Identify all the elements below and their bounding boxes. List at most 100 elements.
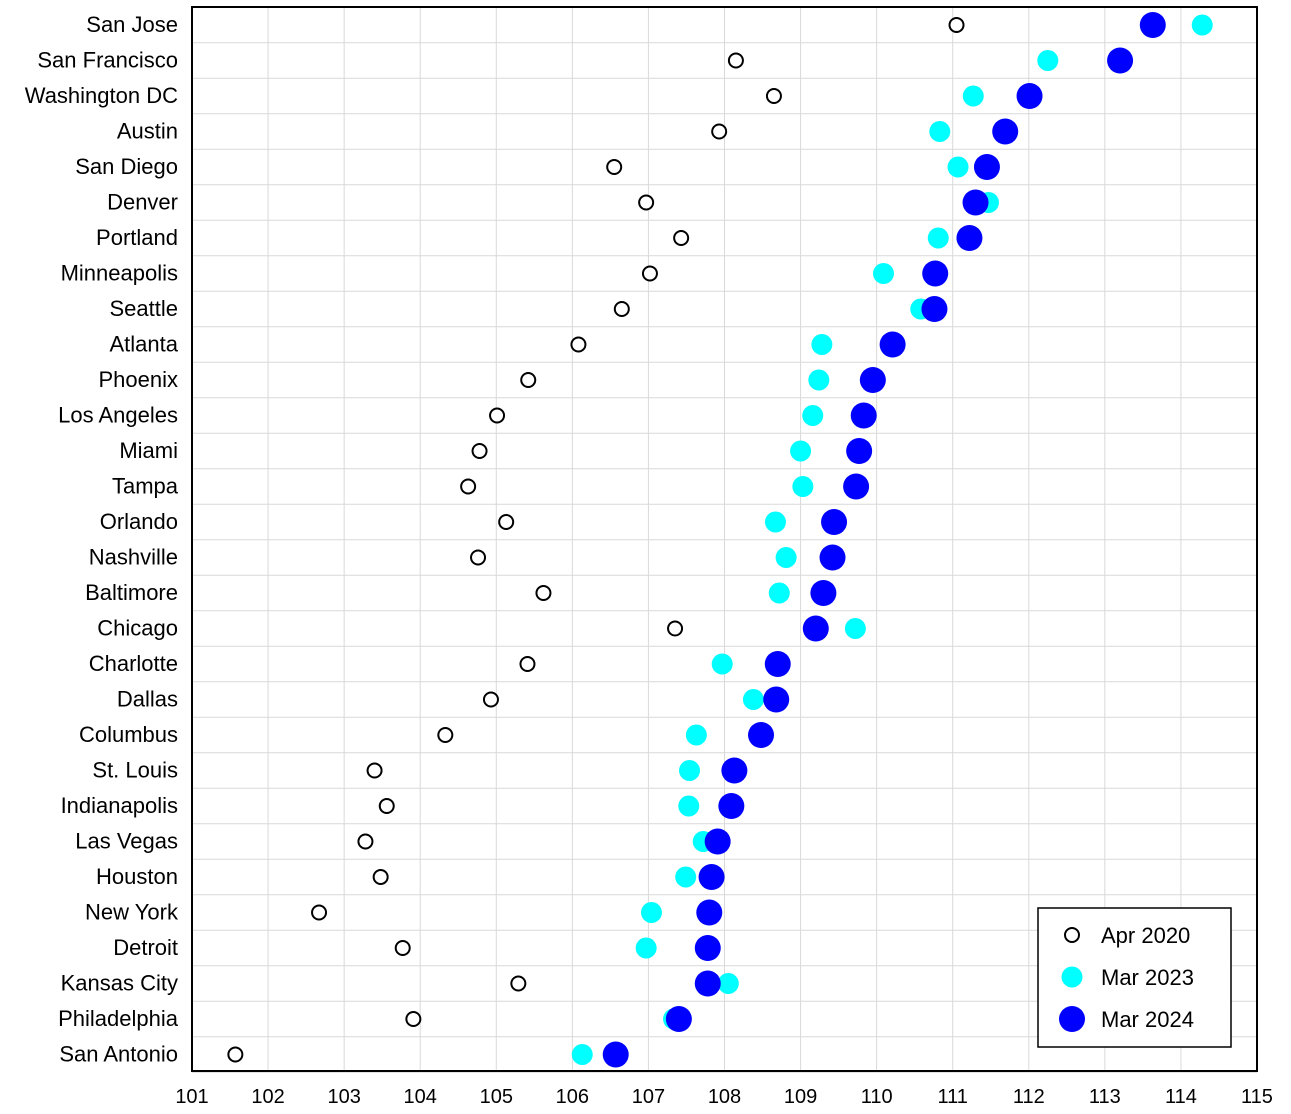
data-point-apr-2020 — [471, 443, 488, 459]
category-label: Philadelphia — [58, 1006, 179, 1031]
data-point-mar-2023 — [679, 760, 701, 781]
data-point-mar-2024 — [859, 367, 886, 393]
data-point-mar-2024 — [921, 296, 948, 322]
category-label: Indianapolis — [61, 793, 178, 818]
category-label: Columbus — [79, 722, 178, 747]
category-label: San Diego — [75, 154, 178, 179]
data-point-mar-2024 — [748, 722, 775, 748]
category-label: Tampa — [112, 474, 179, 499]
data-point-apr-2020 — [394, 940, 411, 956]
category-label: Denver — [107, 190, 178, 215]
x-tick-label: 101 — [175, 1086, 208, 1108]
data-point-apr-2020 — [638, 194, 655, 211]
x-tick-label: 112 — [1013, 1086, 1045, 1108]
data-point-mar-2024 — [704, 828, 731, 855]
data-point-mar-2023 — [927, 227, 949, 249]
category-label: Orlando — [100, 509, 178, 534]
legend-marker — [1061, 966, 1083, 988]
category-label: Nashville — [89, 545, 178, 570]
data-point-mar-2024 — [602, 1041, 629, 1068]
data-point-mar-2024 — [1107, 47, 1134, 74]
x-tick-label: 106 — [556, 1086, 589, 1108]
data-point-apr-2020 — [519, 656, 536, 672]
data-point-apr-2020 — [510, 975, 527, 992]
legend-marker — [1064, 927, 1080, 943]
data-points — [227, 12, 1213, 1068]
category-label: Phoenix — [98, 367, 178, 392]
category-label: Portland — [96, 225, 178, 250]
data-point-mar-2024 — [843, 473, 870, 500]
data-point-mar-2023 — [675, 866, 697, 888]
data-point-mar-2024 — [718, 793, 745, 819]
data-point-mar-2023 — [811, 334, 833, 355]
category-label: Los Angeles — [58, 403, 178, 428]
data-point-mar-2023 — [929, 121, 951, 142]
data-point-mar-2024 — [665, 1006, 692, 1032]
x-tick-label: 107 — [632, 1086, 665, 1108]
data-point-apr-2020 — [489, 407, 506, 424]
data-point-mar-2024 — [763, 686, 790, 713]
data-point-mar-2023 — [947, 156, 969, 178]
x-tick-label: 105 — [480, 1086, 513, 1108]
data-point-apr-2020 — [667, 620, 684, 637]
data-point-mar-2023 — [742, 689, 764, 710]
legend-marker — [1059, 1006, 1085, 1032]
legend-label: Apr 2020 — [1101, 923, 1190, 948]
data-point-apr-2020 — [570, 336, 587, 353]
data-point-mar-2023 — [844, 618, 866, 639]
category-label: Kansas City — [61, 971, 178, 996]
x-tick-label: 104 — [404, 1086, 437, 1108]
data-point-apr-2020 — [520, 372, 537, 388]
data-point-apr-2020 — [372, 869, 389, 885]
data-point-apr-2020 — [641, 265, 658, 282]
category-label: San Antonio — [59, 1042, 178, 1067]
data-point-mar-2024 — [962, 189, 989, 216]
data-point-mar-2024 — [850, 402, 877, 429]
data-point-mar-2023 — [635, 937, 657, 959]
data-point-apr-2020 — [470, 549, 487, 566]
data-point-mar-2023 — [685, 724, 707, 746]
data-point-apr-2020 — [357, 833, 374, 850]
data-point-apr-2020 — [498, 514, 515, 530]
category-label: St. Louis — [92, 758, 178, 783]
data-point-mar-2024 — [696, 899, 723, 926]
data-point-apr-2020 — [482, 691, 499, 708]
data-point-mar-2023 — [962, 85, 984, 107]
data-point-mar-2024 — [810, 580, 837, 606]
data-point-apr-2020 — [437, 727, 454, 743]
category-label: Minneapolis — [61, 261, 178, 286]
data-point-mar-2024 — [819, 544, 846, 571]
data-point-mar-2024 — [694, 970, 721, 997]
data-point-mar-2023 — [640, 902, 662, 923]
data-point-mar-2023 — [764, 511, 786, 533]
x-tick-label: 103 — [327, 1086, 360, 1108]
data-point-mar-2023 — [872, 263, 894, 284]
legend: Apr 2020 Mar 2023 Mar 2024 — [1037, 907, 1232, 1048]
category-label: Washington DC — [25, 83, 178, 108]
data-point-apr-2020 — [948, 17, 965, 33]
x-tick-label: 113 — [1089, 1086, 1121, 1108]
x-tick-label: 115 — [1241, 1086, 1273, 1108]
data-point-apr-2020 — [405, 1011, 422, 1027]
data-point-mar-2024 — [1139, 12, 1166, 38]
data-point-mar-2024 — [992, 118, 1019, 145]
data-point-mar-2023 — [790, 440, 812, 462]
data-point-mar-2024 — [821, 509, 848, 535]
category-labels: San Jose San Francisco Washington DC Austin… — [25, 12, 179, 1067]
category-label: San Jose — [86, 12, 178, 37]
data-point-mar-2023 — [1037, 50, 1059, 71]
category-label: Seattle — [110, 296, 179, 321]
grid-lines — [191, 6, 1258, 1073]
data-point-mar-2024 — [721, 757, 748, 784]
data-point-apr-2020 — [765, 88, 782, 104]
data-point-mar-2023 — [711, 653, 733, 675]
category-label: Baltimore — [85, 580, 178, 605]
data-point-apr-2020 — [311, 904, 328, 921]
legend-label: Mar 2024 — [1101, 1007, 1194, 1032]
category-label: Chicago — [97, 616, 178, 641]
data-point-mar-2023 — [571, 1044, 593, 1065]
data-point-mar-2024 — [922, 260, 949, 287]
data-point-apr-2020 — [366, 762, 383, 779]
x-tick-label: 109 — [784, 1086, 817, 1108]
category-label: Dallas — [117, 687, 178, 712]
